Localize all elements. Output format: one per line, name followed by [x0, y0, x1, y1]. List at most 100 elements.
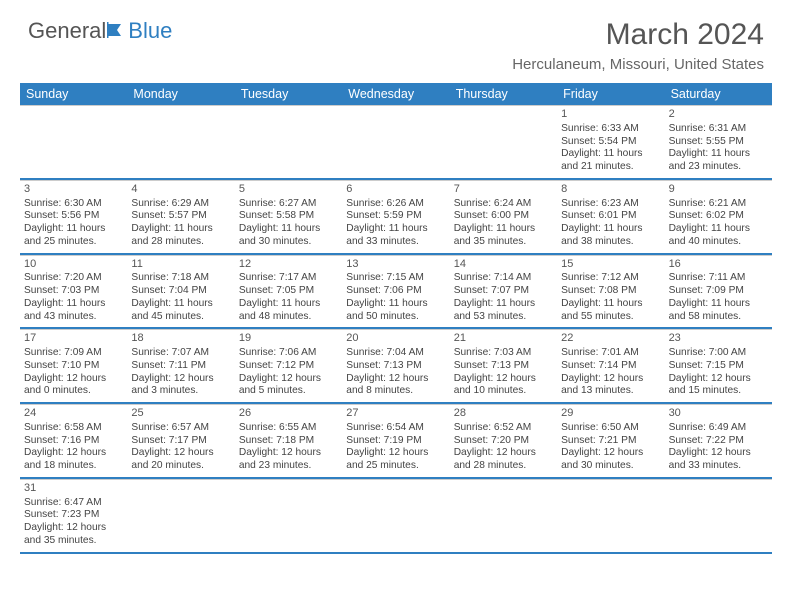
day-cell: 14Sunrise: 7:14 AMSunset: 7:07 PMDayligh…	[450, 255, 557, 328]
sunrise-text: Sunrise: 6:49 AM	[669, 422, 768, 435]
daylight-text: and 35 minutes.	[454, 236, 553, 249]
day-cell: 1Sunrise: 6:33 AMSunset: 5:54 PMDaylight…	[557, 105, 664, 178]
day-number: 1	[561, 108, 660, 122]
day-header: Monday	[127, 83, 234, 105]
sunset-text: Sunset: 7:14 PM	[561, 360, 660, 373]
day-number: 14	[454, 258, 553, 272]
daylight-text: Daylight: 12 hours	[131, 373, 230, 386]
day-number: 25	[131, 407, 230, 421]
sunrise-text: Sunrise: 7:06 AM	[239, 347, 338, 360]
daylight-text: and 8 minutes.	[346, 385, 445, 398]
weeks-container: 1Sunrise: 6:33 AMSunset: 5:54 PMDaylight…	[20, 105, 772, 554]
sunset-text: Sunset: 7:08 PM	[561, 285, 660, 298]
day-cell: 6Sunrise: 6:26 AMSunset: 5:59 PMDaylight…	[342, 180, 449, 253]
day-number: 7	[454, 183, 553, 197]
daylight-text: Daylight: 12 hours	[561, 373, 660, 386]
daylight-text: Daylight: 11 hours	[131, 223, 230, 236]
day-cell: 26Sunrise: 6:55 AMSunset: 7:18 PMDayligh…	[235, 404, 342, 477]
day-cell: 8Sunrise: 6:23 AMSunset: 6:01 PMDaylight…	[557, 180, 664, 253]
daylight-text: Daylight: 12 hours	[24, 447, 123, 460]
day-number: 15	[561, 258, 660, 272]
day-number: 28	[454, 407, 553, 421]
daylight-text: and 45 minutes.	[131, 311, 230, 324]
day-header: Saturday	[665, 83, 772, 105]
location: Herculaneum, Missouri, United States	[512, 56, 764, 73]
day-number: 6	[346, 183, 445, 197]
day-cell: 28Sunrise: 6:52 AMSunset: 7:20 PMDayligh…	[450, 404, 557, 477]
sunset-text: Sunset: 7:15 PM	[669, 360, 768, 373]
day-cell: 11Sunrise: 7:18 AMSunset: 7:04 PMDayligh…	[127, 255, 234, 328]
daylight-text: Daylight: 11 hours	[669, 298, 768, 311]
sunrise-text: Sunrise: 7:20 AM	[24, 272, 123, 285]
day-cell: 18Sunrise: 7:07 AMSunset: 7:11 PMDayligh…	[127, 329, 234, 402]
sunset-text: Sunset: 7:10 PM	[24, 360, 123, 373]
day-cell: 12Sunrise: 7:17 AMSunset: 7:05 PMDayligh…	[235, 255, 342, 328]
daylight-text: Daylight: 12 hours	[24, 373, 123, 386]
sunrise-text: Sunrise: 7:03 AM	[454, 347, 553, 360]
daylight-text: Daylight: 12 hours	[346, 447, 445, 460]
sunrise-text: Sunrise: 6:47 AM	[24, 497, 123, 510]
day-number: 22	[561, 332, 660, 346]
sunrise-text: Sunrise: 6:50 AM	[561, 422, 660, 435]
sunrise-text: Sunrise: 6:54 AM	[346, 422, 445, 435]
sunrise-text: Sunrise: 7:01 AM	[561, 347, 660, 360]
sunset-text: Sunset: 7:07 PM	[454, 285, 553, 298]
day-cell: 13Sunrise: 7:15 AMSunset: 7:06 PMDayligh…	[342, 255, 449, 328]
daylight-text: and 55 minutes.	[561, 311, 660, 324]
daylight-text: Daylight: 12 hours	[454, 447, 553, 460]
daylight-text: and 40 minutes.	[669, 236, 768, 249]
sunset-text: Sunset: 7:21 PM	[561, 435, 660, 448]
sunset-text: Sunset: 7:12 PM	[239, 360, 338, 373]
day-cell: 15Sunrise: 7:12 AMSunset: 7:08 PMDayligh…	[557, 255, 664, 328]
sunset-text: Sunset: 7:09 PM	[669, 285, 768, 298]
empty-cell	[557, 479, 664, 552]
daylight-text: and 28 minutes.	[454, 460, 553, 473]
sunrise-text: Sunrise: 6:27 AM	[239, 198, 338, 211]
day-header: Tuesday	[235, 83, 342, 105]
month-title: March 2024	[512, 18, 764, 52]
logo-general: General	[28, 18, 106, 44]
week-row: 1Sunrise: 6:33 AMSunset: 5:54 PMDaylight…	[20, 105, 772, 180]
daylight-text: and 48 minutes.	[239, 311, 338, 324]
day-number: 5	[239, 183, 338, 197]
day-number: 16	[669, 258, 768, 272]
sunrise-text: Sunrise: 6:33 AM	[561, 123, 660, 136]
daylight-text: and 28 minutes.	[131, 236, 230, 249]
day-cell: 4Sunrise: 6:29 AMSunset: 5:57 PMDaylight…	[127, 180, 234, 253]
day-number: 27	[346, 407, 445, 421]
daylight-text: and 30 minutes.	[239, 236, 338, 249]
sunrise-text: Sunrise: 6:31 AM	[669, 123, 768, 136]
sunrise-text: Sunrise: 6:26 AM	[346, 198, 445, 211]
sunrise-text: Sunrise: 7:09 AM	[24, 347, 123, 360]
day-number: 10	[24, 258, 123, 272]
day-header-row: Sunday Monday Tuesday Wednesday Thursday…	[20, 83, 772, 105]
day-header: Friday	[557, 83, 664, 105]
sunrise-text: Sunrise: 7:11 AM	[669, 272, 768, 285]
daylight-text: Daylight: 12 hours	[669, 373, 768, 386]
daylight-text: and 10 minutes.	[454, 385, 553, 398]
daylight-text: and 3 minutes.	[131, 385, 230, 398]
daylight-text: and 38 minutes.	[561, 236, 660, 249]
day-cell: 31Sunrise: 6:47 AMSunset: 7:23 PMDayligh…	[20, 479, 127, 552]
empty-cell	[20, 105, 127, 178]
sunset-text: Sunset: 5:55 PM	[669, 136, 768, 149]
sunset-text: Sunset: 5:59 PM	[346, 210, 445, 223]
sunset-text: Sunset: 7:03 PM	[24, 285, 123, 298]
day-cell: 24Sunrise: 6:58 AMSunset: 7:16 PMDayligh…	[20, 404, 127, 477]
day-number: 24	[24, 407, 123, 421]
day-number: 17	[24, 332, 123, 346]
empty-cell	[665, 479, 772, 552]
day-number: 23	[669, 332, 768, 346]
daylight-text: and 23 minutes.	[669, 161, 768, 174]
sunrise-text: Sunrise: 6:52 AM	[454, 422, 553, 435]
sunset-text: Sunset: 7:05 PM	[239, 285, 338, 298]
calendar: Sunday Monday Tuesday Wednesday Thursday…	[0, 77, 792, 554]
day-cell: 29Sunrise: 6:50 AMSunset: 7:21 PMDayligh…	[557, 404, 664, 477]
empty-cell	[235, 105, 342, 178]
daylight-text: Daylight: 11 hours	[669, 223, 768, 236]
day-number: 29	[561, 407, 660, 421]
daylight-text: Daylight: 12 hours	[669, 447, 768, 460]
daylight-text: Daylight: 11 hours	[239, 298, 338, 311]
daylight-text: and 23 minutes.	[239, 460, 338, 473]
daylight-text: and 13 minutes.	[561, 385, 660, 398]
